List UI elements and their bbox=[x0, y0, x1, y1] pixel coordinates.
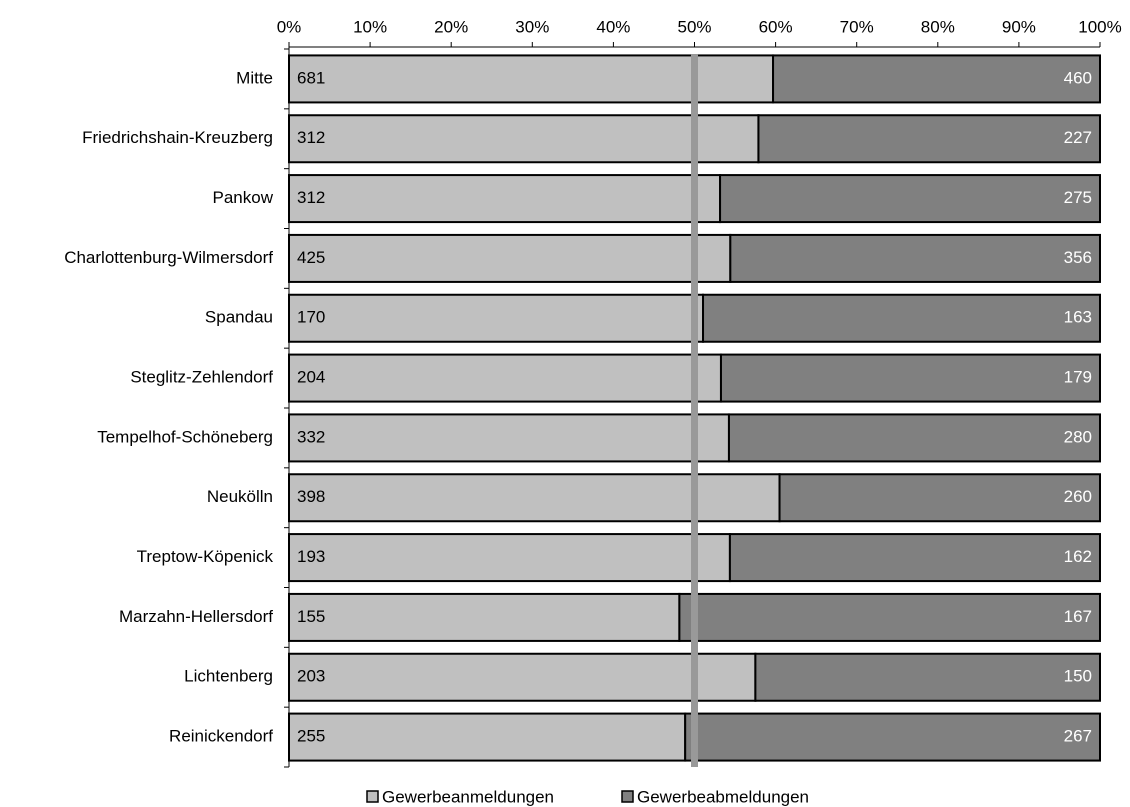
data-label: 204 bbox=[297, 368, 325, 387]
y-tick-label: Mitte bbox=[236, 68, 273, 87]
bar bbox=[772, 54, 1101, 104]
data-label: 398 bbox=[297, 487, 325, 506]
bar bbox=[778, 473, 1101, 523]
x-tick-label: 50% bbox=[677, 17, 711, 36]
data-label: 460 bbox=[1064, 68, 1092, 87]
bar bbox=[719, 353, 1102, 403]
bar bbox=[288, 533, 731, 583]
data-label: 227 bbox=[1064, 128, 1092, 147]
bar bbox=[288, 114, 760, 164]
data-label: 167 bbox=[1064, 607, 1092, 626]
data-label: 681 bbox=[297, 68, 325, 87]
x-tick-label: 0% bbox=[277, 17, 302, 36]
bar bbox=[729, 233, 1101, 283]
data-label: 170 bbox=[297, 308, 325, 327]
data-label: 356 bbox=[1064, 248, 1092, 267]
data-label: 267 bbox=[1064, 727, 1092, 746]
data-label: 179 bbox=[1064, 368, 1092, 387]
bar bbox=[754, 652, 1101, 702]
x-tick-label: 40% bbox=[596, 17, 630, 36]
y-tick-label: Marzahn-Hellersdorf bbox=[119, 607, 273, 626]
bar bbox=[288, 174, 722, 224]
y-tick-label: Reinickendorf bbox=[169, 727, 273, 746]
bar bbox=[678, 592, 1101, 642]
y-tick-label: Neukölln bbox=[207, 487, 273, 506]
bar bbox=[288, 413, 730, 463]
y-tick-label: Lichtenberg bbox=[184, 667, 273, 686]
y-tick-label: Tempelhof-Schöneberg bbox=[97, 427, 273, 446]
y-tick-label: Spandau bbox=[205, 308, 273, 327]
data-label: 332 bbox=[297, 427, 325, 446]
data-label: 260 bbox=[1064, 487, 1092, 506]
bar bbox=[288, 293, 705, 343]
data-label: 150 bbox=[1064, 667, 1092, 686]
bar bbox=[757, 114, 1102, 164]
bar bbox=[684, 712, 1101, 762]
bar bbox=[288, 353, 722, 403]
x-tick-label: 60% bbox=[759, 17, 793, 36]
y-tick-label: Charlottenburg-Wilmersdorf bbox=[64, 248, 273, 267]
bar bbox=[288, 54, 775, 104]
bar bbox=[727, 413, 1101, 463]
bar bbox=[288, 592, 681, 642]
x-tick-label: 20% bbox=[434, 17, 468, 36]
legend-label: Gewerbeanmeldungen bbox=[382, 787, 554, 806]
bar bbox=[719, 174, 1101, 224]
x-tick-label: 100% bbox=[1078, 17, 1121, 36]
legend-swatch bbox=[366, 790, 379, 803]
x-tick-label: 80% bbox=[921, 17, 955, 36]
data-label: 162 bbox=[1064, 547, 1092, 566]
bar bbox=[288, 473, 781, 523]
data-label: 155 bbox=[297, 607, 325, 626]
data-label: 280 bbox=[1064, 427, 1092, 446]
legend-label: Gewerbeabmeldungen bbox=[637, 787, 809, 806]
data-label: 193 bbox=[297, 547, 325, 566]
x-tick-label: 30% bbox=[515, 17, 549, 36]
y-tick-label: Treptow-Köpenick bbox=[137, 547, 274, 566]
data-label: 312 bbox=[297, 128, 325, 147]
x-tick-label: 70% bbox=[840, 17, 874, 36]
bar bbox=[288, 233, 732, 283]
bar bbox=[728, 533, 1101, 583]
data-label: 255 bbox=[297, 727, 325, 746]
data-label: 275 bbox=[1064, 188, 1092, 207]
x-tick-label: 90% bbox=[1002, 17, 1036, 36]
bar bbox=[702, 293, 1102, 343]
data-label: 163 bbox=[1064, 308, 1092, 327]
y-tick-label: Pankow bbox=[213, 188, 274, 207]
data-label: 312 bbox=[297, 188, 325, 207]
bar bbox=[288, 712, 687, 762]
bar bbox=[288, 652, 757, 702]
data-label: 425 bbox=[297, 248, 325, 267]
y-tick-label: Steglitz-Zehlendorf bbox=[130, 368, 273, 387]
data-label: 203 bbox=[297, 667, 325, 686]
y-tick-label: Friedrichshain-Kreuzberg bbox=[82, 128, 273, 147]
x-tick-label: 10% bbox=[353, 17, 387, 36]
legend-swatch bbox=[621, 790, 634, 803]
